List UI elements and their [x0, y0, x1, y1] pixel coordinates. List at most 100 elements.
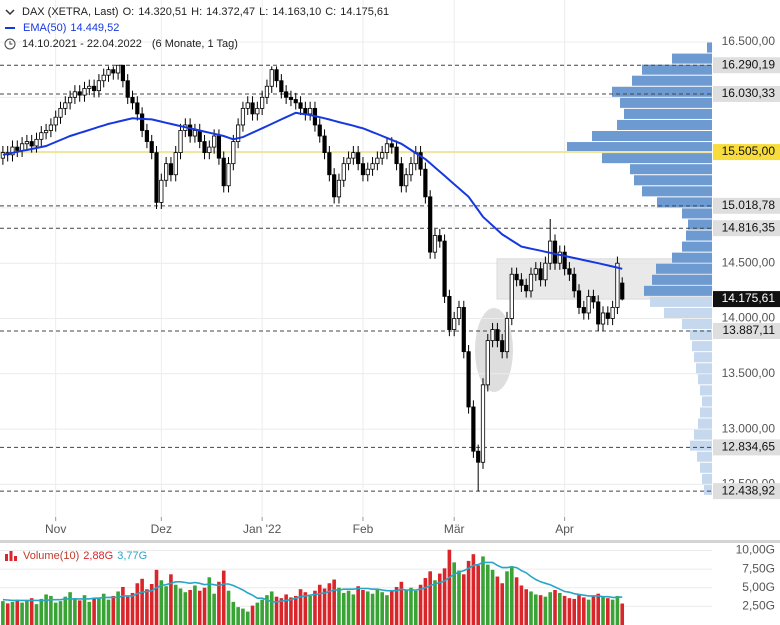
volume-bar	[63, 596, 68, 625]
candle-body	[77, 91, 82, 96]
volume-bar	[289, 597, 293, 625]
volume-bar	[250, 605, 255, 625]
candle-body	[63, 102, 68, 109]
volume-bar	[519, 585, 524, 625]
volume-bar	[212, 593, 216, 625]
candle-body	[528, 273, 534, 292]
candle-body	[298, 102, 303, 109]
volume-bar	[327, 583, 332, 625]
volume-bar	[221, 570, 226, 625]
volume-bar	[188, 589, 192, 625]
level-badge	[713, 144, 780, 161]
profile-bar	[694, 352, 712, 363]
volume-bar	[279, 598, 284, 625]
volume-bar	[154, 569, 159, 625]
legend-row: Volume(10) 2,88G 3,77G	[4, 548, 151, 564]
candle-body	[442, 240, 447, 297]
volume-ma-line	[2, 561, 623, 603]
level-label: 16.290,19	[722, 57, 776, 71]
price-legend: DAX (XETRA, Last) O: 14.320,51 H: 14.372,4…	[4, 4, 393, 52]
candle-body	[370, 163, 375, 170]
volume-bar	[586, 599, 591, 625]
ohlc-key: O:	[122, 6, 135, 18]
volume-bar	[341, 592, 346, 625]
profile-bar	[700, 385, 712, 396]
volume-bar	[471, 554, 476, 625]
candle-body	[509, 273, 514, 319]
candle-body	[168, 163, 174, 176]
volume-bar	[553, 589, 557, 625]
volume-bar	[558, 592, 562, 625]
candle-body	[322, 135, 327, 154]
volume-bar	[313, 590, 317, 625]
level-label: 15.018,78	[722, 198, 776, 212]
candle-body	[591, 295, 596, 303]
ohlc-value: 14.163,10	[272, 6, 322, 18]
level-label: 15.505,00	[722, 144, 776, 158]
candle-body	[495, 329, 500, 342]
candle-body	[552, 240, 558, 264]
level-badge	[713, 291, 780, 308]
candle-body	[144, 130, 150, 142]
volume-bar	[207, 577, 212, 625]
candle-body	[159, 179, 164, 203]
candle-body	[576, 290, 582, 308]
candle-body	[72, 91, 77, 98]
volume-bar	[437, 573, 442, 625]
candle-body	[29, 141, 34, 147]
volume-bar	[145, 589, 149, 625]
volume-value: 2,88G	[83, 550, 114, 562]
level-badge	[713, 322, 780, 339]
candle-body	[394, 146, 399, 165]
y-tick-label: 16.500,00	[722, 34, 776, 48]
ohlc-key: H:	[191, 6, 203, 18]
volume-bar	[241, 608, 245, 625]
candle-body	[480, 384, 486, 463]
profile-bar	[698, 374, 712, 385]
volume-bar	[255, 602, 260, 625]
candle-body	[53, 116, 58, 126]
legend-row: DAX (XETRA, Last) O: 14.320,51 H: 14.372,4…	[4, 4, 393, 20]
volume-bar	[92, 598, 96, 625]
volume-bar	[423, 578, 428, 625]
level-label: 12.438,92	[722, 483, 776, 497]
profile-bar	[652, 274, 712, 285]
candle-body	[82, 88, 87, 96]
ema-value: 14.449,52	[70, 22, 120, 34]
candle-body	[48, 124, 53, 131]
profile-bar	[697, 451, 712, 462]
x-tick-label: Nov	[45, 522, 66, 536]
candle-body	[485, 340, 490, 386]
candle-body	[610, 307, 615, 319]
volume-bar	[303, 592, 308, 625]
volume-bar	[53, 602, 58, 625]
volume-bar	[68, 592, 72, 625]
volume-bar	[620, 603, 625, 625]
volume-bar	[58, 601, 63, 625]
level-badge	[713, 197, 780, 214]
volume-bar	[481, 556, 485, 625]
volume-bar	[538, 595, 543, 625]
volume-bar	[274, 596, 279, 625]
volume-bar	[164, 586, 168, 625]
date-range: 14.10.2021 - 22.04.2022	[22, 38, 142, 50]
profile-bar	[617, 119, 712, 130]
period: (6 Monate, 1 Tag)	[151, 38, 238, 50]
y-tick-label: 13.500,00	[722, 366, 776, 380]
candle-body	[471, 406, 476, 452]
volume-bar	[317, 584, 322, 625]
candle-body	[538, 268, 543, 281]
candle-body	[58, 107, 63, 118]
volume-bar	[73, 598, 77, 625]
candle-body	[456, 307, 462, 319]
ema-name: EMA(50)	[23, 22, 67, 34]
volume-bar	[418, 584, 423, 625]
candle-body	[202, 141, 207, 154]
collapse-icon[interactable]	[4, 6, 16, 18]
candle-body	[476, 450, 481, 463]
candle-body	[432, 235, 438, 253]
profile-bar	[696, 363, 712, 374]
candle-body	[284, 91, 289, 98]
volume-bar	[121, 586, 125, 625]
candle-body	[10, 146, 15, 156]
